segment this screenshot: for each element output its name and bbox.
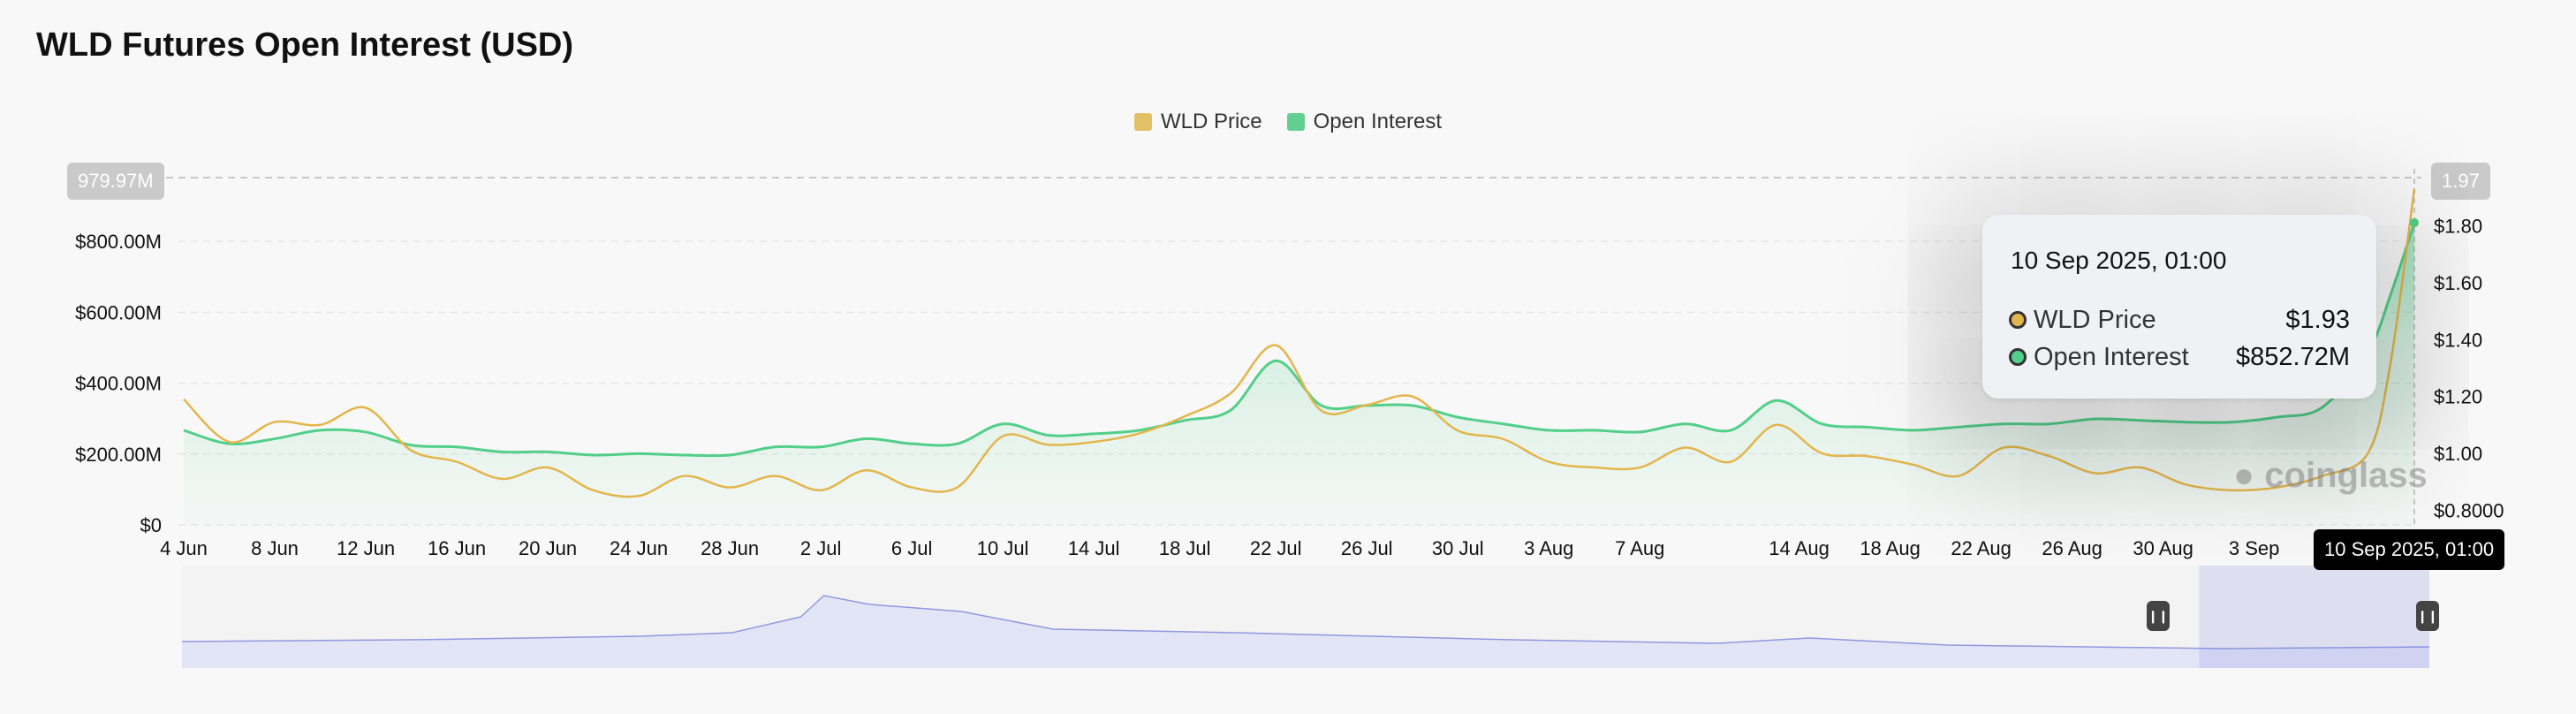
coinglass-watermark: ● coinglass	[2233, 456, 2428, 495]
left-axis-tick-label: $600.00M	[75, 301, 162, 323]
navigator-right-handle[interactable]: ❙❙	[2416, 601, 2439, 631]
x-axis-tick-label: 28 Jun	[701, 537, 759, 559]
legend: WLD Price Open Interest	[0, 110, 2576, 134]
x-axis-tick-label: 10 Jul	[977, 537, 1029, 559]
open-interest-line	[183, 222, 2416, 458]
tooltip: 10 Sep 2025, 01:00 WLD Price $1.93 Open …	[1982, 215, 2376, 399]
wld-price-line	[183, 188, 2416, 498]
price-dot-icon	[2009, 311, 2027, 329]
x-axis-tick-label: 3 Aug	[1524, 537, 1573, 559]
legend-item-open-interest[interactable]: Open Interest	[1286, 110, 1443, 134]
left-axis-tick-label: $0	[140, 514, 162, 536]
right-axis-tick-label: $1.40	[2434, 329, 2482, 351]
navigator-selection	[2199, 566, 2429, 668]
right-axis-tick-label: $1.60	[2434, 272, 2482, 294]
x-axis-tick-label: 20 Jun	[519, 537, 577, 559]
legend-label: Open Interest	[1313, 110, 1443, 133]
x-axis-tick-label: 3 Sep	[2229, 537, 2280, 559]
x-axis-tick-label: 14 Aug	[1769, 537, 1830, 559]
x-axis-tick-label: 30 Aug	[2133, 537, 2193, 559]
x-axis-tick-label: 18 Aug	[1860, 537, 1921, 559]
x-axis-tick-label: 2 Jul	[800, 537, 841, 559]
left-axis-tick-label: $400.00M	[75, 373, 162, 395]
tooltip-date: 10 Sep 2025, 01:00	[2011, 247, 2227, 274]
tooltip-value: $1.93	[2285, 305, 2350, 334]
tooltip-row-price: WLD Price $1.93	[2009, 301, 2350, 338]
crosshair-left-value: 979.97M	[67, 163, 164, 200]
legend-label: WLD Price	[1160, 110, 1262, 133]
x-axis-tick-label: 14 Jul	[1068, 537, 1120, 559]
navigator-line	[181, 595, 2430, 649]
x-axis-tick-label: 22 Jul	[1250, 537, 1302, 559]
x-axis-tick-label: 8 Jun	[251, 537, 299, 559]
tooltip-label: WLD Price	[2034, 305, 2156, 334]
x-axis-tick-label: 26 Jul	[1341, 537, 1393, 559]
x-axis-tick-label: 26 Aug	[2042, 537, 2102, 559]
tooltip-row-open-interest: Open Interest $852.72M	[2009, 338, 2350, 376]
crosshair-right-value: 1.97	[2431, 163, 2490, 200]
crosshair-x-value: 10 Sep 2025, 01:00	[2314, 529, 2505, 570]
x-axis-tick-label: 12 Jun	[337, 537, 395, 559]
x-axis-tick-label: 18 Jul	[1159, 537, 1211, 559]
tooltip-label: Open Interest	[2034, 342, 2189, 371]
legend-swatch-oi	[1286, 113, 1305, 131]
open-interest-area	[184, 223, 2414, 525]
right-axis-tick-label: $1.00	[2434, 443, 2482, 465]
x-axis-tick-label: 16 Jun	[428, 537, 486, 559]
right-axis-tick-label: $1.80	[2434, 216, 2482, 238]
right-axis-tick-label: $0.8000	[2434, 499, 2504, 521]
left-axis-tick-label: $800.00M	[75, 231, 162, 253]
navigator-left-handle[interactable]: ❙❙	[2147, 601, 2170, 631]
legend-item-wld-price[interactable]: WLD Price	[1133, 110, 1262, 134]
open-interest-hover-point	[2410, 218, 2419, 228]
navigator-area	[182, 596, 2429, 668]
oi-dot-icon	[2009, 348, 2027, 366]
x-axis-tick-label: 30 Jul	[1432, 537, 1484, 559]
x-axis-tick-label: 24 Jun	[610, 537, 668, 559]
x-axis-tick-label: 4 Jun	[160, 537, 208, 559]
tooltip-value: $852.72M	[2236, 342, 2350, 371]
x-axis-tick-label: 22 Aug	[1951, 537, 2012, 559]
legend-swatch-price	[1133, 113, 1152, 131]
x-axis-tick-label: 6 Jul	[891, 537, 932, 559]
left-axis-tick-label: $200.00M	[75, 444, 162, 466]
page-title: WLD Futures Open Interest (USD)	[36, 27, 574, 64]
right-axis-tick-label: $1.20	[2434, 386, 2482, 408]
x-axis-tick-label: 7 Aug	[1615, 537, 1664, 559]
